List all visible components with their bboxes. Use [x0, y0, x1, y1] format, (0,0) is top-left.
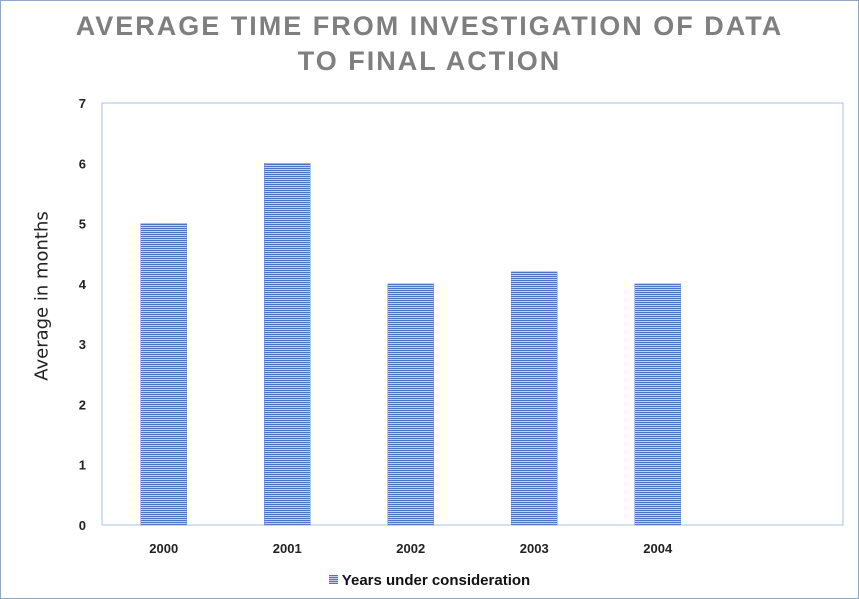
y-tick-label: 7	[79, 96, 86, 111]
y-tick-label: 4	[79, 277, 87, 292]
y-tick-label: 0	[79, 518, 86, 533]
chart-title-line-1: AVERAGE TIME FROM INVESTIGATION OF DATA	[75, 11, 784, 41]
bar-2004	[634, 283, 681, 526]
y-tick-label: 5	[79, 217, 86, 232]
y-tick-label: 3	[79, 337, 86, 352]
legend-label: Years under consideration	[341, 572, 531, 589]
bar-2002	[387, 283, 434, 526]
y-tick-label: 6	[79, 156, 86, 171]
x-tick-label: 2003	[520, 541, 549, 556]
x-tick-label: 2004	[643, 541, 673, 556]
x-tick-label: 2000	[149, 541, 178, 556]
y-tick-label: 2	[79, 397, 86, 412]
legend: Years under consideration	[0, 572, 859, 589]
plot-area	[101, 102, 844, 526]
chart-title-line-2: TO FINAL ACTION	[297, 46, 562, 76]
bar-2001	[264, 163, 311, 526]
bars-group	[140, 163, 681, 526]
y-tick-label: 1	[79, 458, 86, 473]
bar-2000	[140, 223, 187, 526]
y-tick-labels: 0 1 2 3 4 5 6 7	[79, 96, 87, 533]
x-tick-label: 2001	[273, 541, 302, 556]
x-tick-label: 2002	[396, 541, 425, 556]
bar-2003	[511, 271, 558, 526]
legend-swatch	[328, 575, 338, 584]
x-tick-labels: 2000 2001 2002 2003 2004	[149, 541, 673, 556]
